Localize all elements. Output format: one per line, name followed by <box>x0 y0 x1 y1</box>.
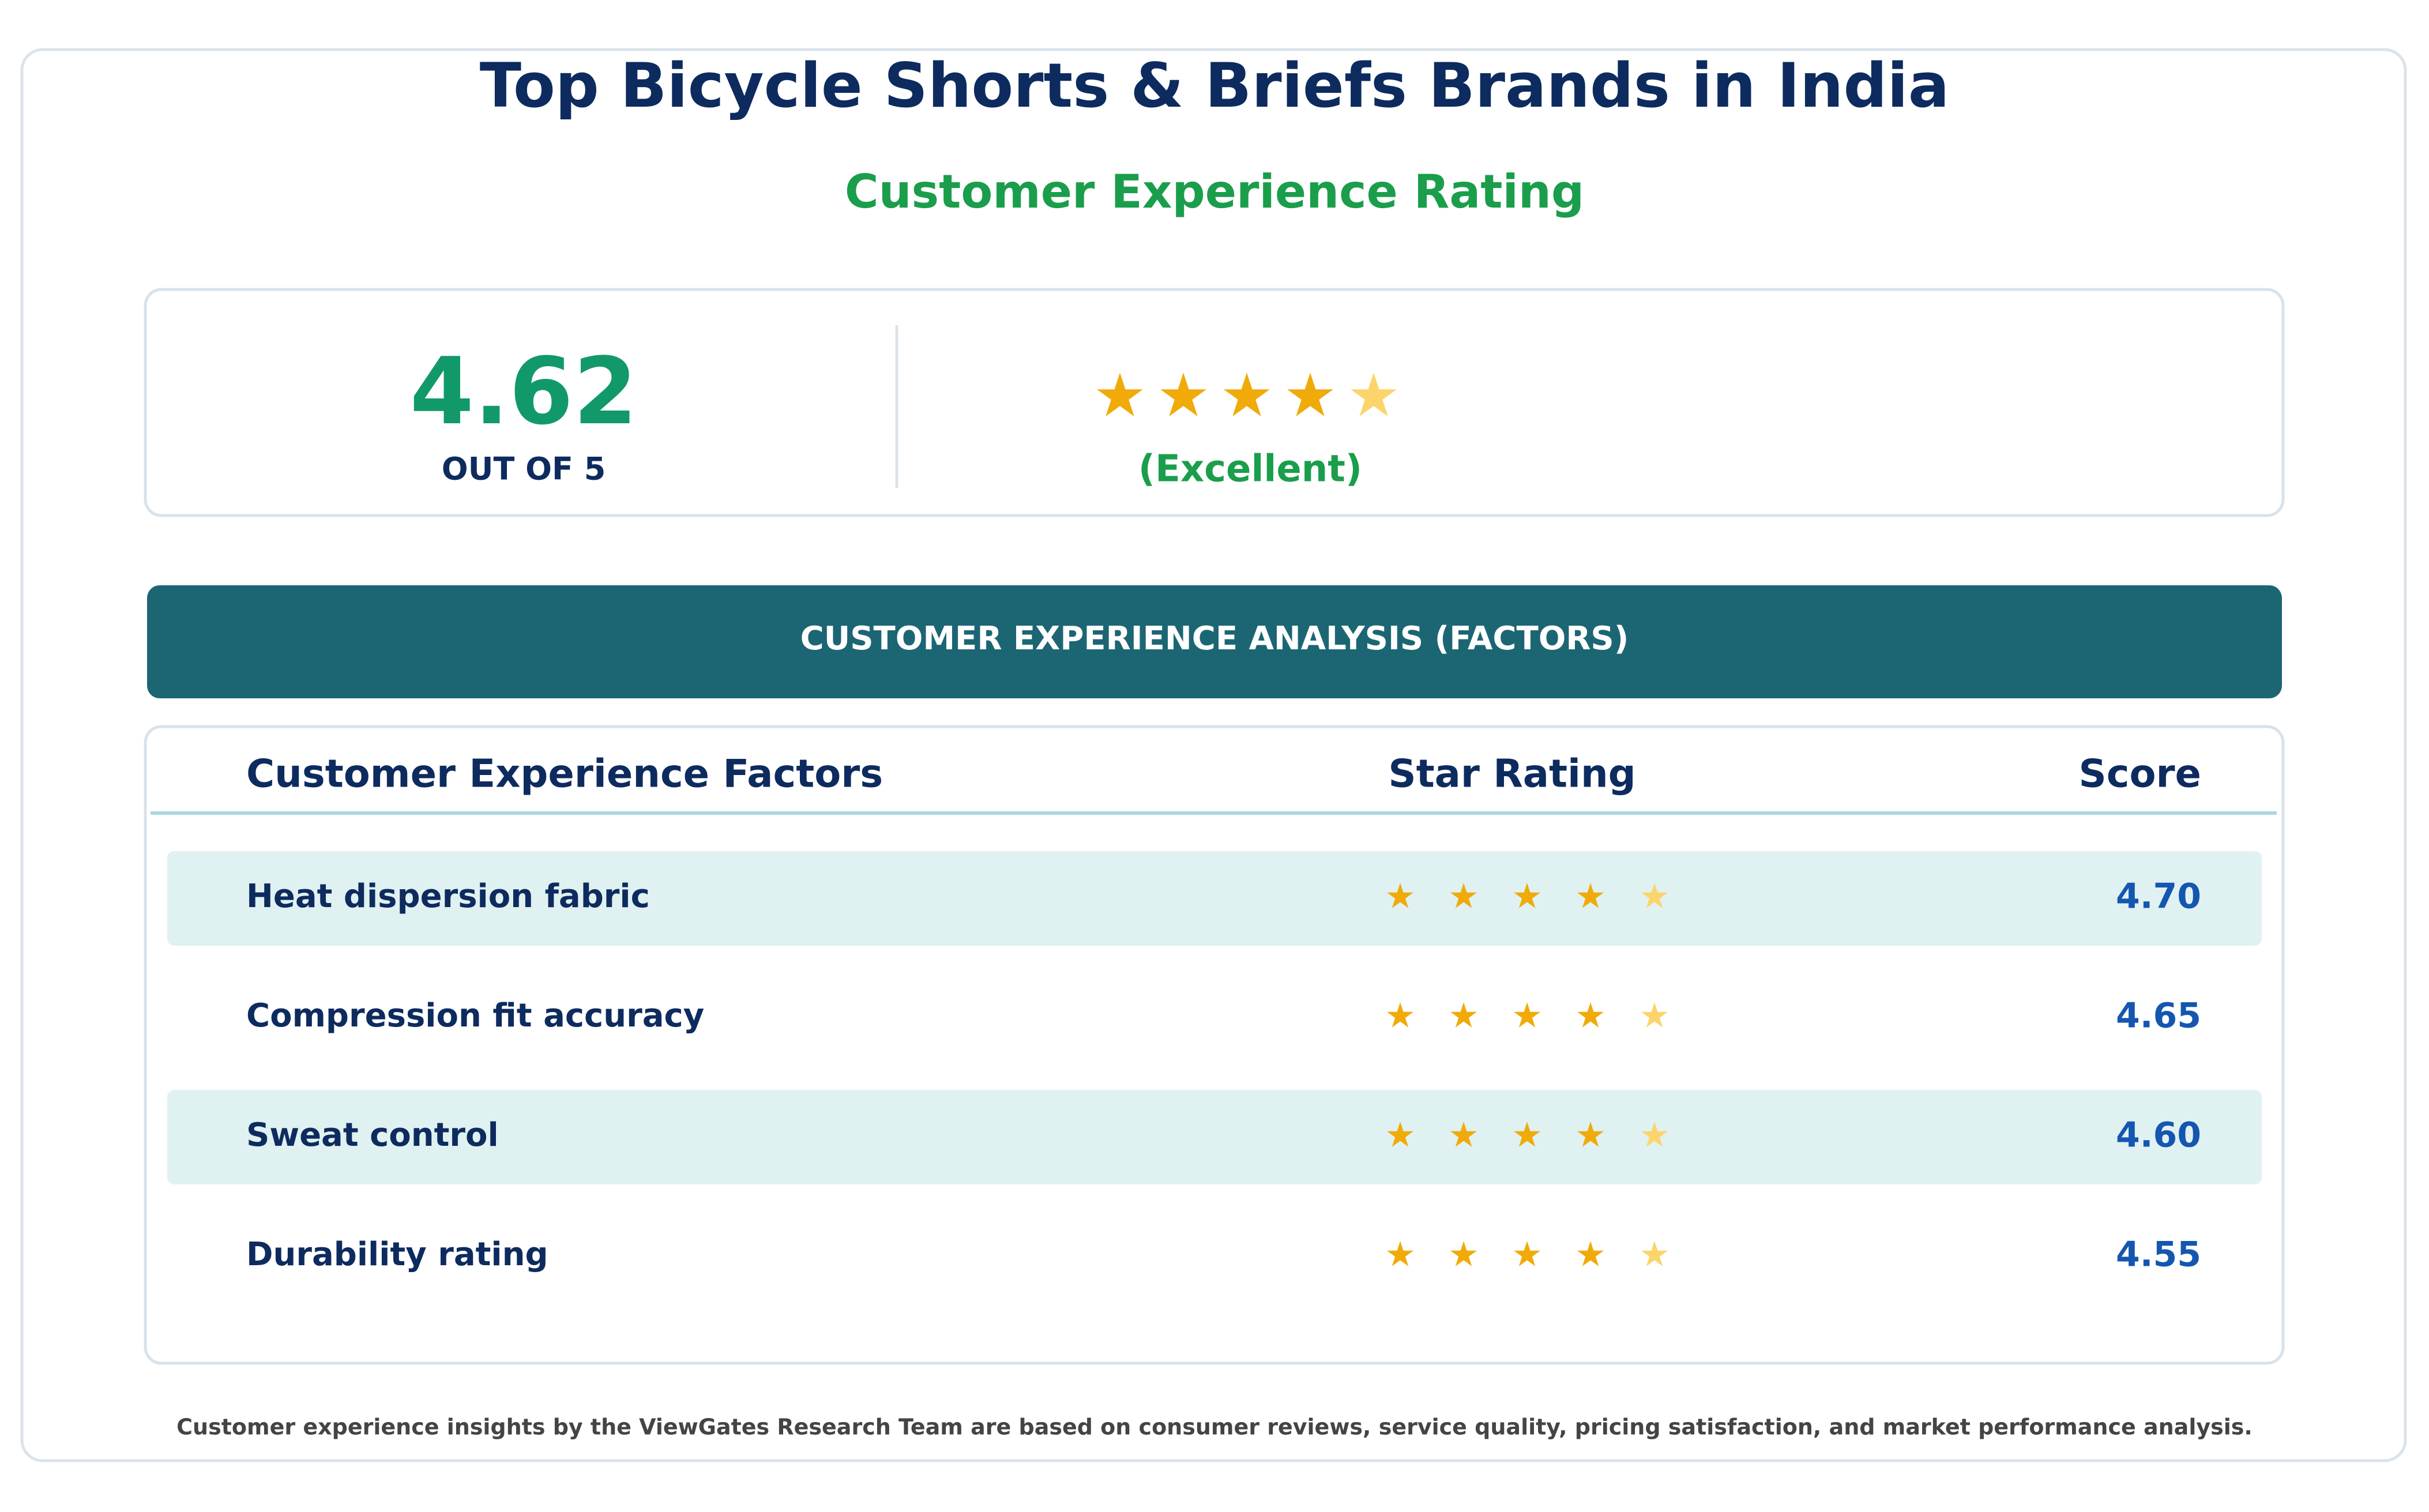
factor-score: 4.55 <box>2116 1235 2201 1275</box>
column-header: Star Rating <box>1388 751 1635 796</box>
star: ★ <box>1385 1235 1416 1275</box>
column-header: Customer Experience Factors <box>246 751 883 796</box>
factor-name: Compression fit accuracy <box>246 997 704 1035</box>
star: ★ <box>1575 996 1606 1036</box>
section-title: CUSTOMER EXPERIENCE ANALYSIS (FACTORS) <box>800 620 1629 657</box>
title: Top Bicycle Shorts & Briefs Brands in In… <box>480 50 1949 121</box>
star: ★ <box>1448 1235 1479 1275</box>
star: ★ <box>1156 360 1210 430</box>
row-background <box>167 851 2262 946</box>
star: ★ <box>1347 360 1400 430</box>
star: ★ <box>1385 1115 1416 1156</box>
factor-score: 4.70 <box>2116 877 2201 917</box>
factor-name: Heat dispersion fabric <box>246 878 650 915</box>
table-rows: Heat dispersion fabric ★ ★ ★ ★ ★ 4.70 Compressi… <box>167 851 2262 1275</box>
factor-name: Durability rating <box>246 1236 548 1273</box>
star: ★ <box>1220 360 1273 430</box>
overall-score: 4.62 <box>410 337 638 445</box>
factor-score: 4.60 <box>2116 1115 2201 1156</box>
factor-name: Sweat control <box>246 1116 499 1154</box>
star: ★ <box>1575 1235 1606 1275</box>
star: ★ <box>1511 1115 1543 1156</box>
star: ★ <box>1511 877 1543 917</box>
factor-score: 4.65 <box>2116 996 2201 1036</box>
star: ★ <box>1385 996 1416 1036</box>
star: ★ <box>1385 877 1416 917</box>
star: ★ <box>1093 360 1146 430</box>
subtitle: Customer Experience Rating <box>845 165 1584 219</box>
star: ★ <box>1639 996 1670 1036</box>
score-scale: OUT OF 5 <box>442 451 606 487</box>
overall-stars: ★ ★ ★ ★ ★ <box>1093 360 1400 430</box>
star: ★ <box>1575 1115 1606 1156</box>
section-banner <box>147 585 2282 698</box>
star: ★ <box>1639 1115 1670 1156</box>
column-header: Score <box>2079 751 2201 796</box>
rating-label: (Excellent) <box>1138 448 1362 491</box>
row-background <box>167 1090 2262 1184</box>
star: ★ <box>1511 1235 1543 1275</box>
star: ★ <box>1448 877 1479 917</box>
summary-card <box>144 288 2285 517</box>
star: ★ <box>1448 996 1479 1036</box>
star: ★ <box>1448 1115 1479 1156</box>
star: ★ <box>1511 996 1543 1036</box>
star: ★ <box>1639 877 1670 917</box>
star: ★ <box>1283 360 1337 430</box>
star: ★ <box>1639 1235 1670 1275</box>
footer-note: Customer experience insights by the View… <box>176 1415 2253 1440</box>
star: ★ <box>1575 877 1606 917</box>
